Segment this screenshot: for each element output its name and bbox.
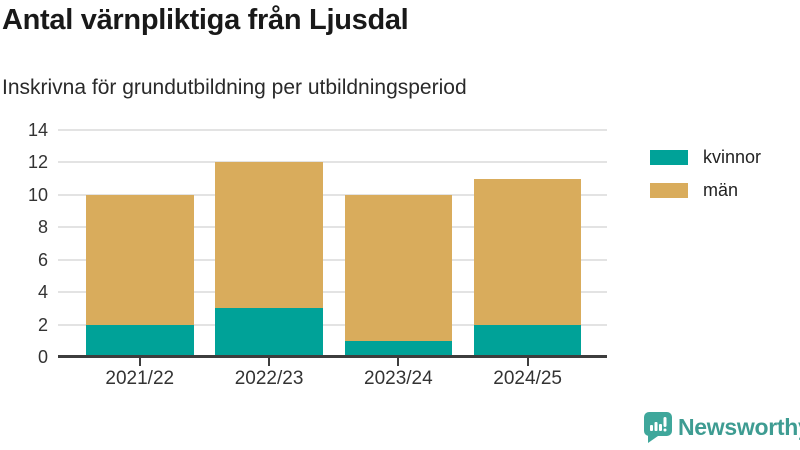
x-axis-line (58, 355, 607, 358)
legend-swatch-man (650, 183, 688, 198)
y-axis-tick-label-10: 10 (27, 184, 48, 205)
bar-män-2024-25 (473, 178, 582, 325)
bar-kvinnor-2021-22 (86, 324, 194, 357)
y-axis-tick-label-4: 4 (37, 282, 48, 303)
newsworthy-bubble-chart-icon (644, 412, 672, 443)
gridline-8 (58, 226, 607, 229)
y-axis-tick-label-8: 8 (37, 217, 48, 238)
y-axis-tick-label-2: 2 (37, 314, 48, 335)
x-axis-tick-2022-23 (268, 358, 271, 366)
y-axis-tick-label-0: 0 (37, 347, 48, 367)
x-axis-tick-2021-22 (138, 358, 141, 366)
chart-subtitle: Inskrivna för grundutbildning per utbild… (2, 76, 467, 99)
gridline-2 (58, 323, 607, 326)
x-axis-tick-label-2021-22: 2021/22 (105, 368, 175, 389)
bar-kvinnor-2023-24 (344, 340, 453, 357)
x-axis-tick-label-2023-24: 2023/24 (364, 368, 433, 389)
newsworthy-logo[interactable]: Newsworthy (644, 412, 800, 443)
legend-label-kvinnor: kvinnor (703, 147, 762, 167)
gridline-4 (58, 291, 607, 294)
legend-swatch-kvinnor (650, 150, 688, 165)
x-axis-tick-label-2024-25: 2024/25 (493, 368, 562, 389)
legend: kvinnor män (650, 147, 761, 213)
bar-kvinnor-2024-25 (473, 324, 582, 357)
bar-kvinnor-2022-23 (215, 308, 323, 357)
y-axis-tick-label-14: 14 (27, 120, 48, 140)
gridline-6 (58, 258, 607, 261)
gridline-14 (58, 129, 607, 131)
y-axis-tick-label-6: 6 (37, 249, 48, 270)
newsworthy-wordmark: Newsworthy (678, 414, 800, 440)
x-axis-tick-label-2022-23: 2022/23 (234, 368, 304, 389)
plot-area: 0 2 4 6 8 10 12 14 2021/22 2022/23 2023/24 2024/25 (28, 120, 607, 389)
bar-män-2021-22 (86, 194, 194, 325)
legend-item-man: män (650, 180, 761, 201)
gridline-12 (58, 161, 607, 164)
x-axis-tick-2024-25 (526, 358, 529, 366)
gridline-10 (58, 193, 607, 196)
legend-item-kvinnor: kvinnor (650, 147, 761, 168)
bar-män-2023-24 (344, 194, 453, 341)
bar-män-2022-23 (215, 162, 323, 309)
legend-label-man: män (703, 180, 739, 200)
chart-title: Antal värnpliktiga från Ljusdal (2, 4, 409, 36)
x-axis-tick-2023-24 (397, 358, 400, 366)
y-axis-tick-label-12: 12 (27, 152, 48, 173)
